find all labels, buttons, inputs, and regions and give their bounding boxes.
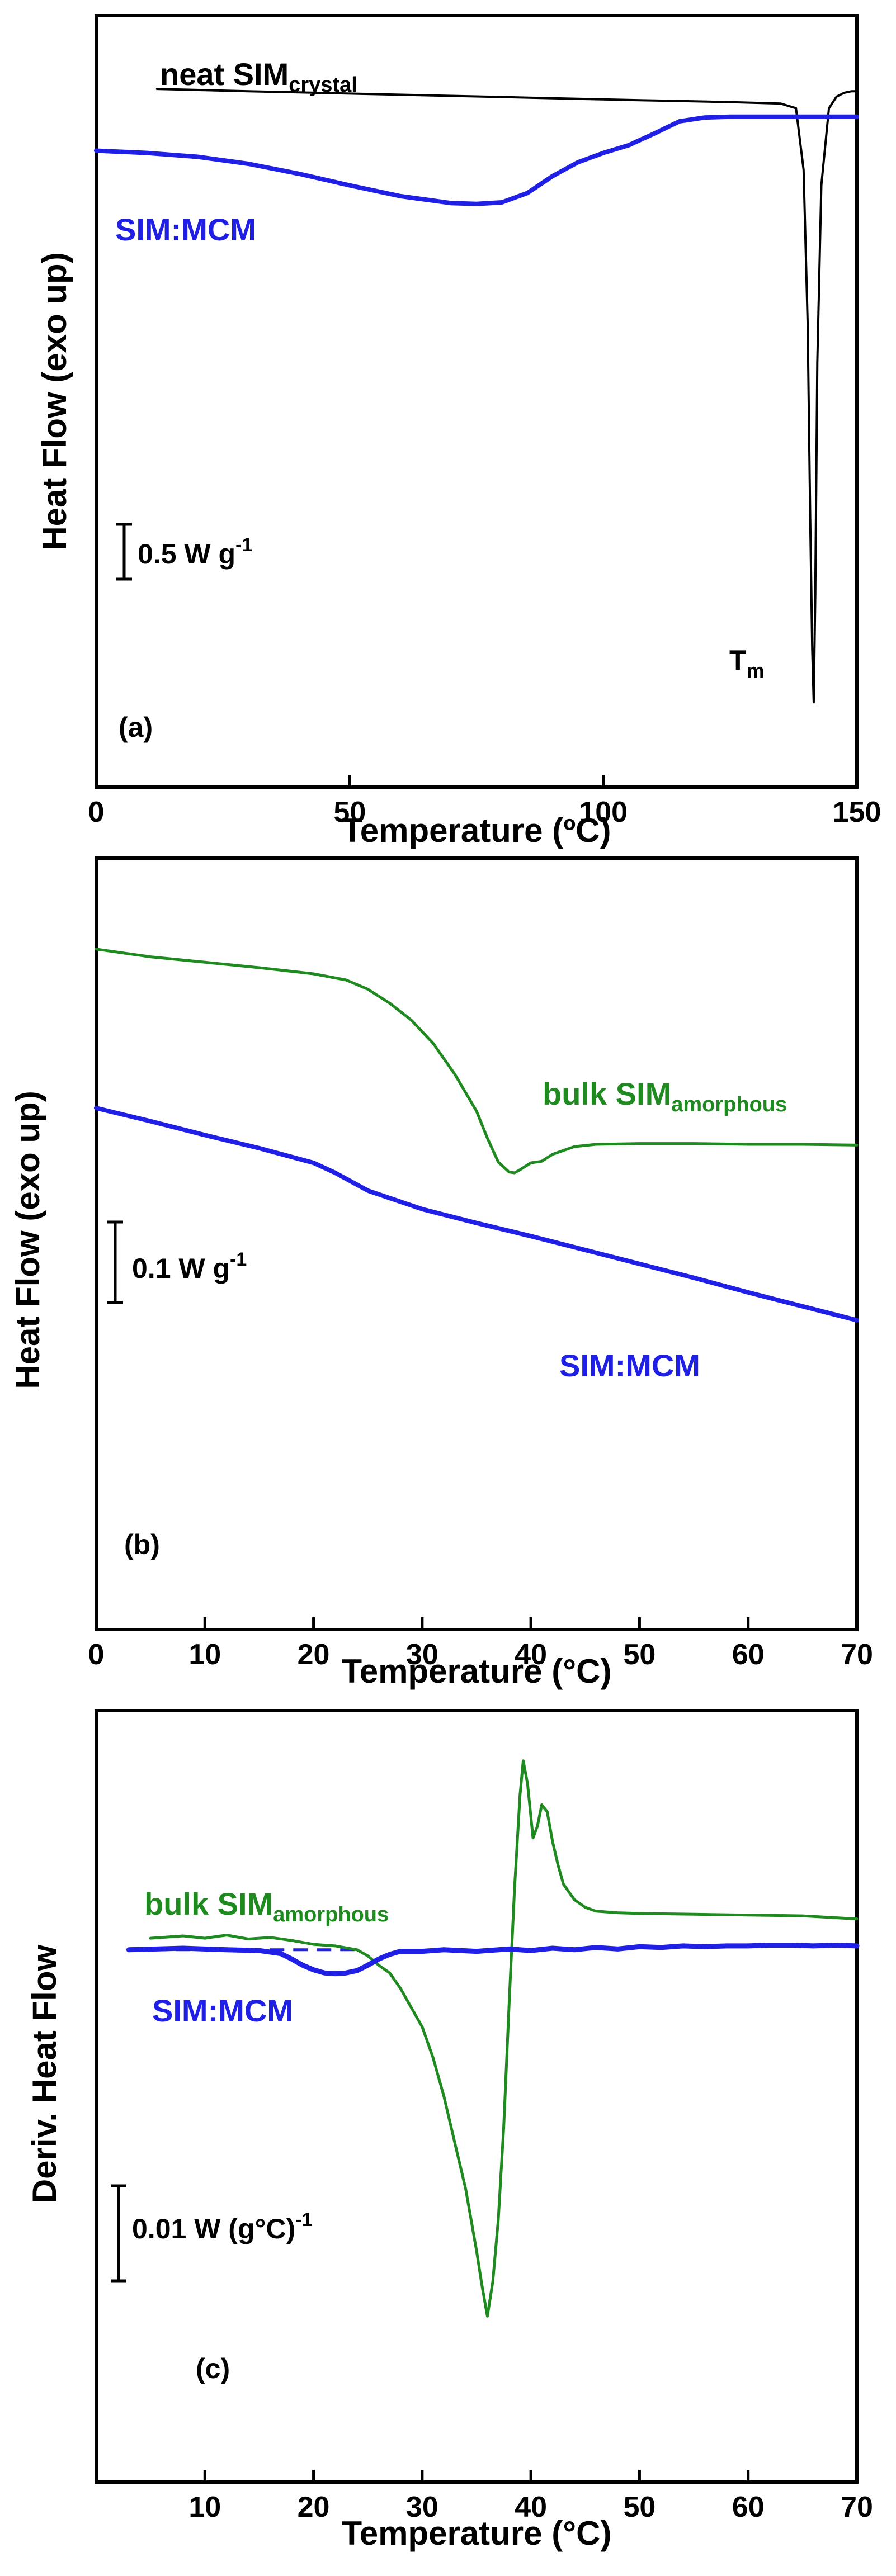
panel-c-x-axis-label: Temperature (°C) bbox=[342, 2515, 612, 2552]
panel-c-series bbox=[126, 1759, 860, 2318]
panel-c-x-ticks bbox=[203, 2470, 859, 2482]
panel-a: 0 50 100 150 Heat Flow (exo up) Temperature… bbox=[36, 14, 881, 849]
panel-b-x-ticks bbox=[95, 1617, 859, 1630]
panel-c-scale-bar-label: 0.01 W (g°C)-1 bbox=[132, 2209, 312, 2244]
panel-b-x-tick-label: 70 bbox=[841, 1639, 873, 1671]
panel-c-label-bulk-sim: bulk SIMamorphous bbox=[144, 1886, 389, 1926]
panel-b-frame bbox=[95, 856, 859, 1631]
panel-a-label-neat-sim: neat SIMcrystal bbox=[160, 56, 357, 97]
panel-a-scale-bar-label: 0.5 W g-1 bbox=[138, 534, 252, 570]
panel-a-x-tick-label: 0 bbox=[88, 796, 105, 828]
panel-c-frame bbox=[95, 1709, 859, 2484]
panel-c-y-axis-label: Deriv. Heat Flow bbox=[26, 1945, 63, 2204]
panel-b-x-tick-label: 50 bbox=[624, 1639, 656, 1671]
panel-a-tm-label: Tm bbox=[729, 645, 765, 682]
panel-a-x-tick-labels: 0 50 100 150 bbox=[88, 796, 881, 828]
panel-a-frame bbox=[95, 14, 859, 789]
panel-c-x-tick-labels: 10 20 30 40 50 60 70 bbox=[188, 2491, 873, 2523]
panel-b-x-tick-label: 10 bbox=[188, 1639, 221, 1671]
panel-a-x-tick-label: 100 bbox=[579, 796, 628, 828]
panel-b-y-axis-label: Heat Flow (exo up) bbox=[9, 1091, 46, 1389]
panel-a-y-axis-label: Heat Flow (exo up) bbox=[36, 252, 73, 550]
panel-b-label-sim-mcm: SIM:MCM bbox=[559, 1348, 700, 1383]
panel-b-x-tick-labels: 0 10 20 30 40 50 60 70 bbox=[88, 1639, 873, 1671]
panel-b-x-axis-label: Temperature (°C) bbox=[342, 1652, 612, 1690]
panel-c-x-tick-label: 20 bbox=[298, 2491, 330, 2523]
panel-c-x-tick-label: 50 bbox=[624, 2491, 656, 2523]
panel-b-label-bulk-sim: bulk SIMamorphous bbox=[543, 1076, 787, 1116]
panel-b-x-tick-label: 60 bbox=[732, 1639, 765, 1671]
panel-b-x-tick-label: 0 bbox=[88, 1639, 105, 1671]
panel-a-series-sim-mcm bbox=[94, 114, 859, 206]
panel-a-panel-label: (a) bbox=[119, 712, 153, 743]
panel-c-panel-label: (c) bbox=[196, 2353, 230, 2384]
panel-b-series-sim-mcm bbox=[94, 1106, 859, 1323]
panel-c-series-bulk-sim-amorphous bbox=[149, 1759, 859, 2318]
panel-c-label-sim-mcm: SIM:MCM bbox=[152, 1993, 293, 2028]
panel-b-panel-label: (b) bbox=[124, 1529, 160, 1560]
panel-a-x-tick-label: 150 bbox=[833, 796, 881, 828]
panel-b-x-tick-label: 20 bbox=[298, 1639, 330, 1671]
panel-c-x-tick-label: 60 bbox=[732, 2491, 765, 2523]
panel-c-x-tick-label: 10 bbox=[188, 2491, 221, 2523]
panel-a-label-sim-mcm: SIM:MCM bbox=[115, 212, 256, 247]
panel-a-x-ticks bbox=[95, 775, 859, 787]
panel-a-x-axis-label: Temperature (ºC) bbox=[342, 812, 611, 849]
panel-b-x-tick-label: 30 bbox=[406, 1639, 438, 1671]
panel-b-series-bulk-sim-amorphous bbox=[95, 948, 859, 1175]
panel-c: 10 20 30 40 50 60 70 Deriv. Heat Flow Temperat… bbox=[26, 1709, 873, 2552]
panel-c-x-tick-label: 30 bbox=[406, 2491, 438, 2523]
panel-b-x-tick-label: 40 bbox=[515, 1639, 547, 1671]
panel-b-scale-bar-label: 0.1 W g-1 bbox=[132, 1249, 247, 1284]
panel-b: 0 10 20 30 40 50 60 70 Heat Flow (exo up) Tempe… bbox=[9, 856, 873, 1690]
panel-c-x-tick-label: 70 bbox=[841, 2491, 873, 2523]
panel-a-series-neat-sim-crystal bbox=[155, 88, 858, 704]
panel-a-series bbox=[94, 88, 859, 704]
panel-b-series bbox=[94, 948, 859, 1323]
panel-c-series-sim-mcm bbox=[126, 1943, 860, 1977]
panel-a-x-tick-label: 50 bbox=[333, 796, 366, 828]
panel-c-x-tick-label: 40 bbox=[515, 2491, 547, 2523]
